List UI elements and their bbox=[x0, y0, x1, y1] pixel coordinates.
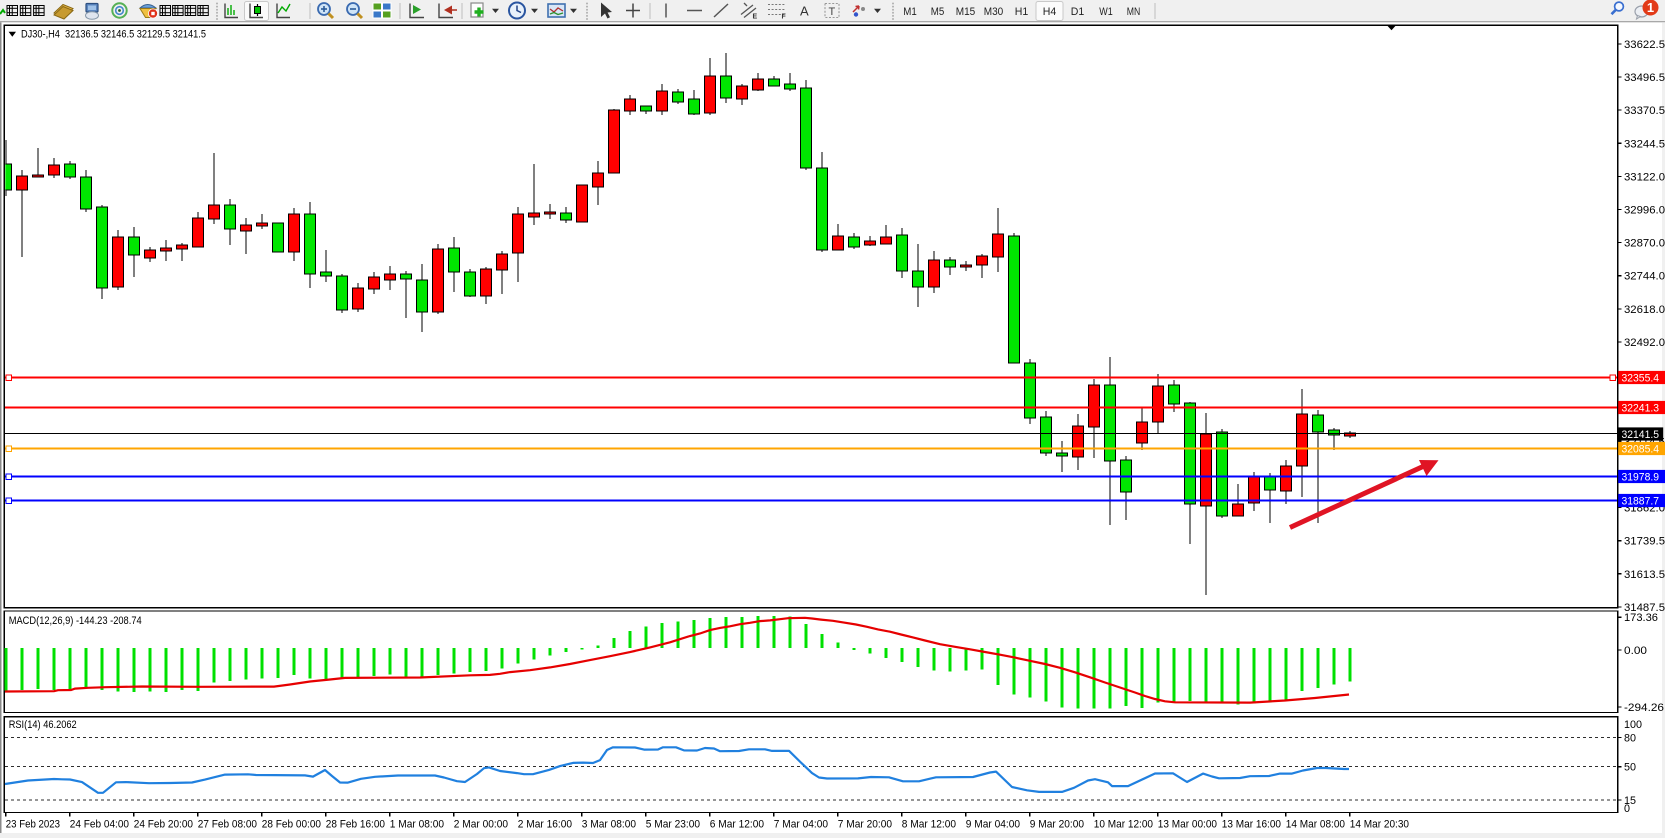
svg-text:9 Mar 04:00: 9 Mar 04:00 bbox=[966, 819, 1020, 831]
svg-text:31862.0: 31862.0 bbox=[1624, 503, 1665, 515]
svg-text:31887.7: 31887.7 bbox=[1622, 496, 1660, 508]
svg-text:0.00: 0.00 bbox=[1624, 645, 1647, 657]
svg-text:5 Mar 23:00: 5 Mar 23:00 bbox=[646, 819, 700, 831]
svg-text:31487.5: 31487.5 bbox=[1624, 602, 1665, 614]
svg-text:MN: MN bbox=[1127, 6, 1141, 18]
svg-text:15: 15 bbox=[1624, 795, 1636, 807]
svg-text:33122.0: 33122.0 bbox=[1624, 171, 1665, 183]
svg-text:0: 0 bbox=[1624, 803, 1630, 815]
svg-text:RSI(14) 46.2062: RSI(14) 46.2062 bbox=[9, 719, 77, 731]
svg-text:-294.26: -294.26 bbox=[1624, 702, 1664, 714]
svg-text:M5: M5 bbox=[931, 6, 945, 18]
svg-text:1: 1 bbox=[1647, 0, 1654, 15]
svg-text:14 Mar 08:00: 14 Mar 08:00 bbox=[1286, 819, 1345, 831]
svg-text:H4: H4 bbox=[1043, 6, 1057, 18]
svg-text:2 Mar 16:00: 2 Mar 16:00 bbox=[518, 819, 572, 831]
svg-text:32355.4: 32355.4 bbox=[1622, 373, 1660, 385]
svg-text:T: T bbox=[829, 6, 836, 18]
svg-text:100: 100 bbox=[1624, 719, 1642, 731]
svg-text:32241.3: 32241.3 bbox=[1622, 403, 1660, 415]
svg-text:E: E bbox=[753, 14, 758, 21]
svg-text:33496.5: 33496.5 bbox=[1624, 72, 1665, 84]
svg-text:MACD(12,26,9) -144.23 -208.74: MACD(12,26,9) -144.23 -208.74 bbox=[9, 615, 142, 627]
svg-text:50: 50 bbox=[1624, 762, 1636, 774]
svg-text:31978.9: 31978.9 bbox=[1622, 472, 1660, 484]
svg-text:24 Feb 20:00: 24 Feb 20:00 bbox=[134, 819, 193, 831]
svg-text:28 Feb 16:00: 28 Feb 16:00 bbox=[326, 819, 385, 831]
svg-text:DJ30-,H4 32136.5 32146.5 3212: DJ30-,H4 32136.5 32146.5 32129.5 32141.5 bbox=[21, 29, 206, 41]
svg-text:32870.0: 32870.0 bbox=[1624, 238, 1665, 250]
svg-text:2 Mar 00:00: 2 Mar 00:00 bbox=[454, 819, 508, 831]
svg-text:M1: M1 bbox=[903, 6, 917, 18]
svg-text:9 Mar 20:00: 9 Mar 20:00 bbox=[1030, 819, 1084, 831]
svg-text:27 Feb 08:00: 27 Feb 08:00 bbox=[198, 819, 257, 831]
svg-text:32492.0: 32492.0 bbox=[1624, 337, 1665, 349]
svg-text:3 Mar 08:00: 3 Mar 08:00 bbox=[582, 819, 636, 831]
svg-text:6 Mar 12:00: 6 Mar 12:00 bbox=[710, 819, 764, 831]
svg-text:A: A bbox=[800, 4, 809, 19]
svg-text:H1: H1 bbox=[1015, 6, 1029, 18]
svg-text:32618.0: 32618.0 bbox=[1624, 304, 1665, 316]
svg-text:32141.5: 32141.5 bbox=[1622, 429, 1660, 441]
svg-text:8 Mar 12:00: 8 Mar 12:00 bbox=[902, 819, 956, 831]
svg-text:D1: D1 bbox=[1071, 6, 1085, 18]
svg-text:24 Feb 04:00: 24 Feb 04:00 bbox=[70, 819, 129, 831]
svg-text:33622.5: 33622.5 bbox=[1624, 39, 1665, 51]
svg-text:13 Mar 00:00: 13 Mar 00:00 bbox=[1158, 819, 1217, 831]
svg-text:13 Mar 16:00: 13 Mar 16:00 bbox=[1222, 819, 1281, 831]
svg-text:80: 80 bbox=[1624, 733, 1636, 745]
svg-text:32744.0: 32744.0 bbox=[1624, 271, 1665, 283]
svg-text:1 Mar 08:00: 1 Mar 08:00 bbox=[390, 819, 444, 831]
svg-text:7 Mar 20:00: 7 Mar 20:00 bbox=[838, 819, 892, 831]
svg-text:23 Feb 2023: 23 Feb 2023 bbox=[6, 819, 60, 831]
svg-text:M15: M15 bbox=[956, 6, 976, 18]
svg-text:33244.5: 33244.5 bbox=[1624, 138, 1665, 150]
svg-text:173.36: 173.36 bbox=[1624, 612, 1658, 624]
svg-text:31739.5: 31739.5 bbox=[1624, 536, 1665, 548]
svg-text:32996.0: 32996.0 bbox=[1624, 205, 1665, 217]
svg-text:7 Mar 04:00: 7 Mar 04:00 bbox=[774, 819, 828, 831]
svg-text:32085.4: 32085.4 bbox=[1622, 444, 1660, 456]
svg-text:W1: W1 bbox=[1099, 6, 1113, 18]
svg-text:F: F bbox=[782, 14, 787, 21]
svg-text:33370.5: 33370.5 bbox=[1624, 105, 1665, 117]
svg-text:31613.5: 31613.5 bbox=[1624, 569, 1665, 581]
svg-text:10 Mar 12:00: 10 Mar 12:00 bbox=[1094, 819, 1153, 831]
svg-text:M30: M30 bbox=[984, 6, 1004, 18]
svg-text:14 Mar 20:30: 14 Mar 20:30 bbox=[1350, 819, 1409, 831]
svg-text:28 Feb 00:00: 28 Feb 00:00 bbox=[262, 819, 321, 831]
